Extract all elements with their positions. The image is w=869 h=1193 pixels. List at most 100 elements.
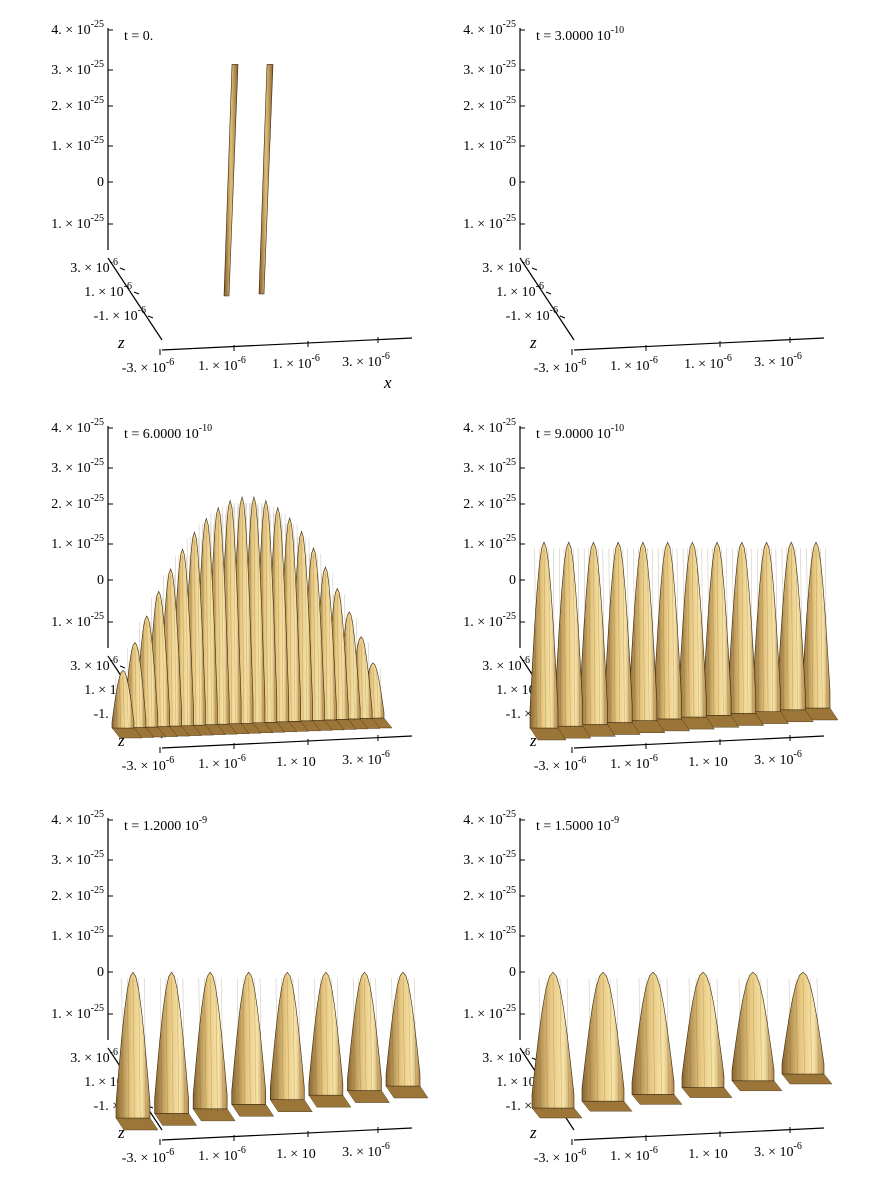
panel-f: 4. × 10-25 3. × 10-25 2. × 10-25 1. × 10-25… [463,809,833,1166]
surface-ridge [631,971,675,1095]
surface-streak [602,978,605,1104]
surface-streak [766,978,769,1083]
surface-streak [245,503,248,726]
surface-streak [712,548,715,718]
surface-ridge [115,971,151,1119]
surface-streak [402,978,405,1089]
surface-streak [667,548,670,722]
surface-streak [701,548,704,720]
z-tick-label: 2. × 10-25 [51,885,104,904]
surface-streak [662,548,665,722]
surface-streak [253,503,256,725]
surface-streak [368,642,371,721]
surface-streak [213,524,216,727]
surface-streak [559,978,562,1111]
time-label: t = 6.0000 10-10 [124,423,212,442]
surface-streak [375,978,378,1093]
z-tick-label: 1. × 10-25 [51,1003,104,1022]
surface-streak [337,594,340,722]
x-tick-label: 1. × 10-6 [198,355,246,374]
surface-streak [130,676,133,731]
surface-streak [221,513,224,727]
surface-streak [364,642,367,721]
surface-streak [645,978,648,1097]
surface-streak [809,978,812,1077]
surface-streak [552,978,555,1111]
surface-streak [766,548,769,715]
surface-streak [325,978,328,1098]
surface-streak [261,503,264,725]
surface-streak [820,548,823,711]
surface-streak [709,978,712,1090]
z-tick-label: 1. × 10-25 [51,213,104,232]
surface-streak [622,548,625,725]
time-label: t = 9.0000 10-10 [536,423,624,442]
surface-streak [593,548,596,727]
depth-axis-label: z [117,1123,125,1142]
surface-streak [201,538,204,728]
surface-streak [189,555,192,728]
x-tick-label: -3. × 10-6 [122,1147,174,1166]
surface-streak [553,548,556,731]
surface-ridge [579,541,608,725]
surface-streak [761,548,764,715]
surface-streak [198,978,201,1112]
surface-streak [298,978,301,1103]
surface-ridge [192,971,228,1110]
surface-streak [265,506,268,725]
surface-streak [687,548,690,720]
surface-streak [356,617,359,721]
surface-streak [277,513,280,724]
z-tick-label: 1. × 10-25 [51,925,104,944]
surface-streak [543,548,546,731]
surface-streak [237,506,240,726]
z-tick-label: 2. × 10-25 [51,95,104,114]
surface-streak [391,978,394,1089]
z-tick-label: 3. × 10-25 [51,59,104,78]
surface-streak [171,978,174,1116]
surface-streak [349,617,351,721]
surface-streak [732,548,735,716]
surface-ridge [776,541,806,711]
panel-d: 4. × 10-25 3. × 10-25 2. × 10-25 1. × 10-25… [463,417,839,774]
time-label: t = 1.5000 10-9 [536,815,619,834]
surface-streak [702,978,705,1090]
surface-streak [627,548,630,725]
z-tick-label: 3. × 10-25 [463,849,516,868]
surface-streak [281,513,284,724]
surface-streak [746,548,749,716]
surface-streak [414,978,417,1089]
surface-streak [588,978,591,1104]
surface-streak [215,978,218,1112]
surface-streak [666,978,669,1097]
surface-streak [737,548,739,716]
surface-streak [146,622,149,730]
panel-a: 4. × 10-25 3. × 10-25 2. × 10-25 1. × 10-25… [51,19,413,392]
surface-streak [563,548,566,729]
surface-streak [313,553,316,723]
surface-streak [775,548,778,715]
x-tick-label: 1. × 10-6 [610,1145,658,1164]
x-tick-label: 1. × 10 [276,1147,315,1162]
surface-streak [583,548,586,727]
z-tick-label: 0 [509,175,516,190]
surface-streak [221,978,224,1112]
surface-streak [716,978,719,1090]
x-tick-label: 1. × 10 [688,1147,727,1162]
surface-streak [408,978,411,1089]
surface-streak [751,548,753,716]
z-tick-label: 0 [97,175,104,190]
surface-streak [791,548,794,713]
surface-ridge [385,971,421,1087]
surface [529,541,839,741]
surface-streak [786,548,789,713]
surface-ridge [653,541,682,720]
surface-streak [209,978,212,1112]
depth-tick-label: 1. × 10-6 [84,281,132,300]
depth-tick-label: -1. × 10-6 [94,305,146,324]
surface-ridge [781,971,825,1075]
time-label: t = 1.2000 10-9 [124,815,207,834]
z-tick-label: 4. × 10-25 [463,417,516,436]
surface-ridge [554,541,584,727]
